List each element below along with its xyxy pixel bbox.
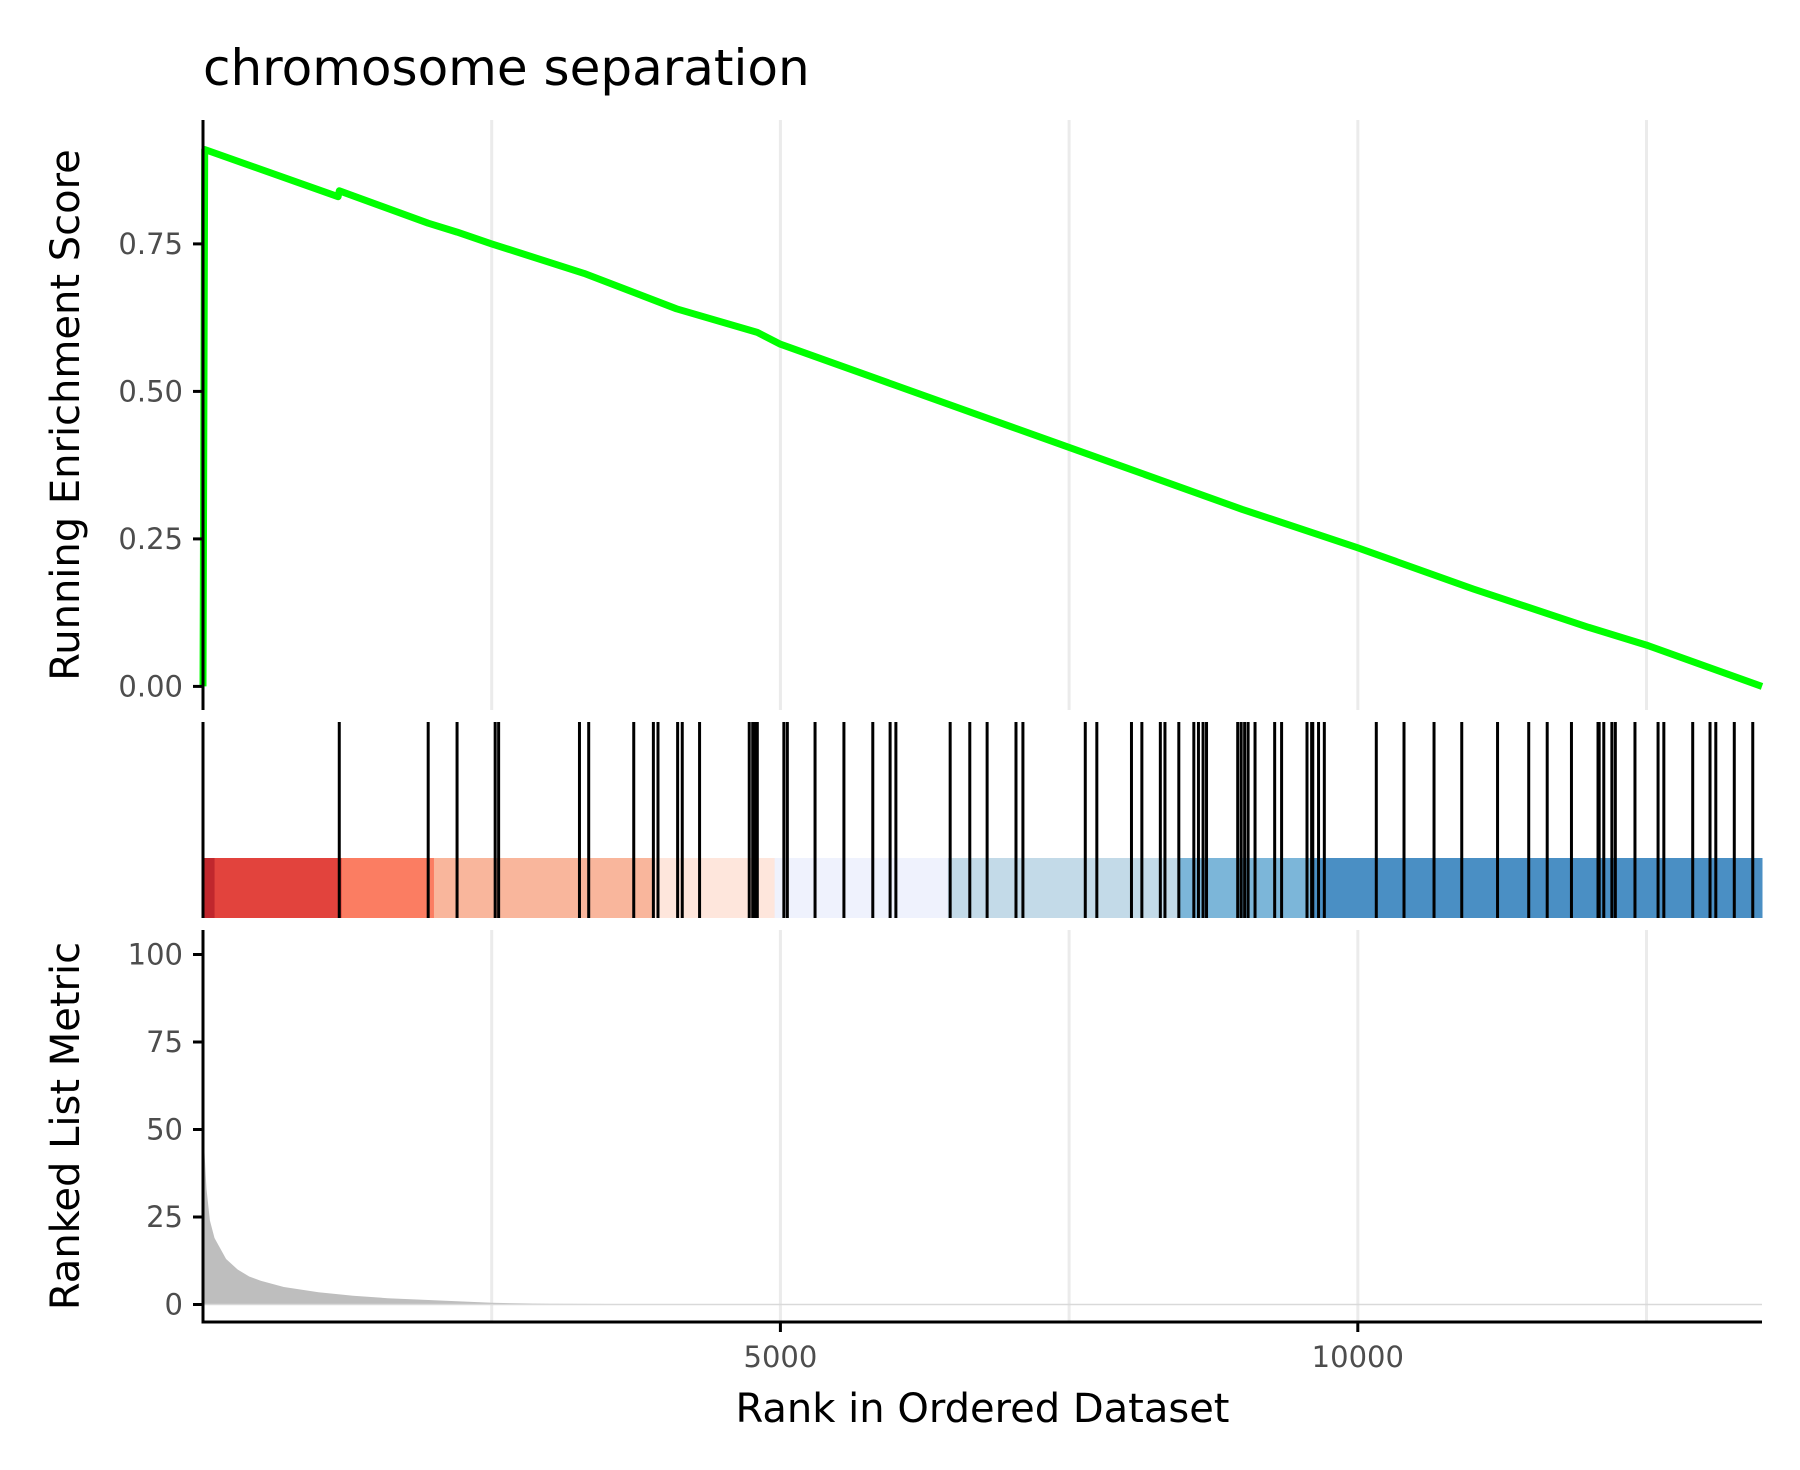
running-enrichment-score-line — [199, 146, 1764, 690]
color-bin-2 — [341, 858, 435, 918]
gene-hits-panel — [201, 722, 1763, 918]
metric-y-tick-label-2: 50 — [146, 1113, 183, 1147]
es-y-tick-label-1: 0.25 — [118, 522, 183, 556]
color-bin-0 — [203, 858, 216, 918]
x-tick-label-0: 5000 — [744, 1340, 818, 1374]
metric-y-tick-label-0: 0 — [165, 1288, 183, 1322]
es-y-tick-label-0: 0.00 — [118, 669, 183, 703]
chart-title: chromosome separation — [203, 39, 810, 97]
metric-y-tick-label-1: 25 — [146, 1200, 183, 1234]
color-bin-6 — [947, 858, 1180, 918]
x-tick-label-1: 10000 — [1312, 1340, 1404, 1374]
metric-y-tick-label-4: 100 — [128, 938, 183, 972]
es-grid — [490, 120, 1649, 710]
color-bin-3 — [433, 858, 654, 918]
es-y-tick-label-3: 0.75 — [118, 227, 183, 261]
color-bin-1 — [214, 858, 343, 918]
ranked-list-metric-area — [203, 1122, 1762, 1305]
metric-y-tick-label-3: 75 — [146, 1025, 183, 1059]
gene-hit-lines — [337, 722, 1755, 918]
metric-y-axis-ticks: 0 25 50 75 100 — [128, 938, 203, 1322]
es-y-axis-ticks: 0.00 0.25 0.50 0.75 — [118, 227, 203, 703]
metric-y-axis-title: Ranked List Metric — [43, 942, 89, 1310]
x-axis-ticks: 5000 10000 — [744, 1322, 1404, 1374]
metric-grid — [490, 930, 1649, 1322]
color-bin-5 — [774, 858, 949, 918]
x-axis-title: Rank in Ordered Dataset — [736, 1386, 1230, 1432]
es-y-axis-title: Running Enrichment Score — [43, 149, 89, 681]
color-bin-8 — [1311, 858, 1763, 918]
es-y-tick-label-2: 0.50 — [118, 374, 183, 408]
enrichment-score-panel: 0.00 0.25 0.50 0.75 Running Enrichment Scor… — [43, 120, 1764, 710]
